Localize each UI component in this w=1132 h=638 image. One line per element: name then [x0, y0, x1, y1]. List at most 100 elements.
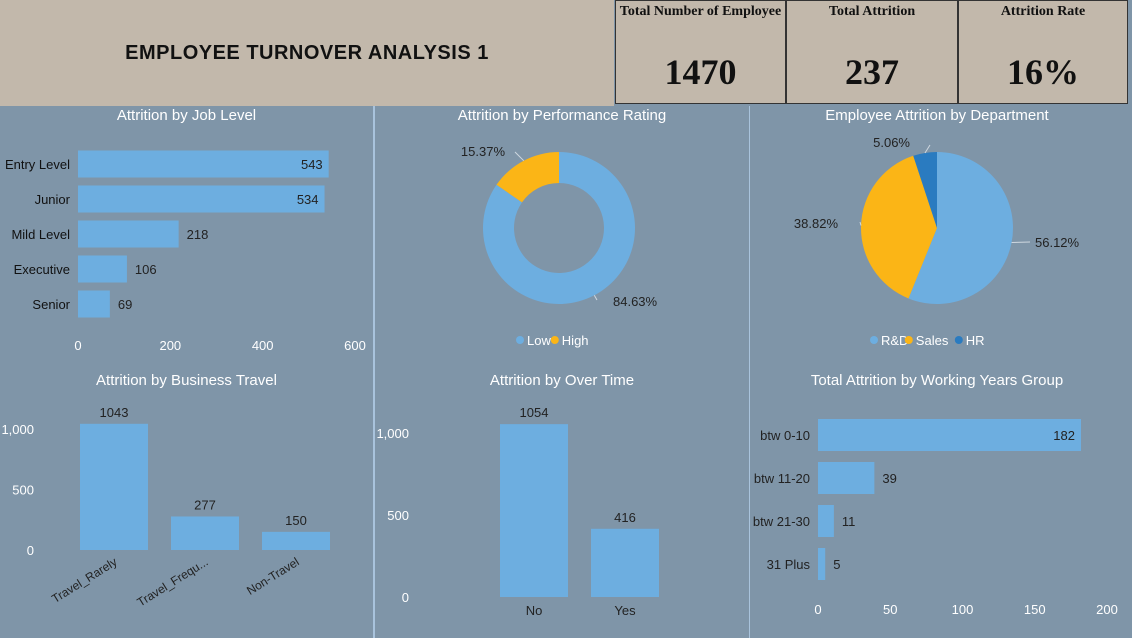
kpi-card-total-attrition: Total Attrition 237	[786, 0, 958, 104]
kpi-value: 1470	[664, 52, 737, 92]
legend-marker	[954, 336, 963, 344]
data-label: 56.12%	[1035, 235, 1080, 250]
chart-title-department: Employee Attrition by Department	[825, 107, 1049, 124]
pie-slice	[908, 152, 1013, 304]
data-label: 534	[297, 192, 319, 207]
category-label: btw 11-20	[754, 471, 810, 486]
performance-donut-chart: 84.63% 15.37% Low High	[461, 144, 658, 348]
chart-title-over-time: Attrition by Over Time	[489, 372, 635, 389]
x-tick-label: 50	[883, 602, 897, 617]
kpi-label: Total Number of Employee	[619, 4, 782, 19]
category-label: Executive	[14, 262, 70, 277]
job-level-bar-chart: Entry Level 543 Junior 534 Mild Level 218 Exec…	[5, 150, 366, 353]
x-tick-label: 100	[952, 602, 974, 617]
bar	[818, 548, 826, 580]
bar	[171, 516, 239, 550]
leader-line	[924, 144, 931, 154]
bar	[500, 424, 568, 597]
data-label: 5	[833, 557, 840, 572]
pie-slice	[483, 152, 635, 304]
pie-slice	[496, 152, 559, 203]
bar	[78, 290, 110, 318]
pie-slice	[913, 152, 937, 228]
y-tick-label: 1,000	[1, 422, 34, 437]
bar	[80, 423, 148, 550]
data-label: 38.82%	[794, 216, 839, 231]
data-label: 106	[135, 262, 157, 277]
bar	[78, 150, 329, 178]
category-label: 31 Plus	[767, 557, 811, 572]
bar	[262, 531, 330, 550]
legend-marker	[870, 336, 878, 344]
bar	[78, 220, 179, 248]
dashboard-title: EMPLOYEE TURNOVER ANALYSIS 1	[125, 41, 489, 64]
x-tick-label: 150	[1024, 602, 1046, 617]
panel-divider	[749, 106, 750, 638]
category-label: btw 0-10	[760, 428, 810, 443]
kpi-card-total-employees: Total Number of Employee 1470	[615, 0, 786, 104]
chart-title-working-years: Total Attrition by Working Years Group	[810, 372, 1064, 389]
data-label: 5.06%	[873, 135, 910, 150]
panel-divider	[373, 106, 375, 638]
bar	[818, 505, 834, 537]
pie-slice	[861, 155, 937, 299]
leader-line	[593, 295, 598, 301]
legend-label: HR	[966, 333, 985, 348]
leader-line	[1011, 241, 1031, 244]
data-label: 277	[194, 497, 216, 512]
bar	[591, 528, 659, 597]
category-label: Non-Travel	[244, 555, 301, 598]
chart-title-business-travel: Attrition by Business Travel	[96, 372, 277, 389]
legend-marker	[516, 336, 524, 344]
legend-label: Sales	[916, 333, 949, 348]
data-label: 150	[285, 513, 307, 528]
chart-title-job-level: Attrition by Job Level	[116, 107, 257, 124]
bar	[818, 419, 1081, 451]
category-label: Yes	[614, 603, 636, 618]
kpi-value: 237	[845, 52, 899, 92]
kpi-label: Total Attrition	[828, 4, 916, 19]
kpi-value: 16%	[1007, 52, 1079, 92]
data-label: 15.37%	[461, 144, 506, 159]
data-label: 1054	[520, 405, 549, 420]
legend-label: R&D	[881, 333, 908, 348]
over-time-bar-chart: 1054 No 416 Yes 0 500 1,000	[376, 405, 659, 618]
x-tick-label: 200	[159, 338, 181, 353]
category-label: Entry Level	[5, 157, 70, 172]
legend-marker	[550, 336, 559, 344]
leader-line	[859, 221, 862, 226]
category-label: Senior	[32, 297, 70, 312]
data-label: 84.63%	[613, 294, 658, 309]
header-banner	[0, 0, 614, 106]
data-label: 1043	[100, 405, 129, 420]
working-years-bar-chart: btw 0-10 182 btw 11-20 39 btw 21-30 11 31 Plus…	[753, 419, 1118, 617]
business-travel-bar-chart: 1043 Travel_Rarely 277 Travel_Frequ... 150 No…	[1, 405, 330, 609]
chart-title-performance: Attrition by Performance Rating	[457, 107, 667, 124]
x-tick-label: 0	[74, 338, 81, 353]
x-tick-label: 600	[344, 338, 366, 353]
kpi-card-attrition-rate: Attrition Rate 16%	[958, 0, 1128, 104]
category-label: No	[526, 603, 543, 618]
legend-label: High	[562, 333, 589, 348]
bar	[78, 185, 325, 213]
x-tick-label: 200	[1096, 602, 1118, 617]
data-label: 39	[882, 471, 896, 486]
legend-marker	[904, 336, 913, 344]
data-label: 543	[301, 157, 323, 172]
category-label: btw 21-30	[753, 514, 810, 529]
y-tick-label: 1,000	[376, 426, 409, 441]
legend-label: Low	[527, 333, 551, 348]
bar	[78, 255, 127, 283]
y-tick-label: 500	[387, 508, 409, 523]
data-label: 416	[614, 510, 636, 525]
category-label: Junior	[35, 192, 71, 207]
bar	[818, 462, 875, 494]
y-tick-label: 0	[402, 590, 409, 605]
x-tick-label: 400	[252, 338, 274, 353]
kpi-label: Attrition Rate	[1000, 4, 1086, 19]
category-label: Mild Level	[11, 227, 70, 242]
data-label: 69	[118, 297, 132, 312]
department-pie-chart: 56.12% 38.82% 5.06% R&D Sales HR	[794, 135, 1080, 348]
leader-line	[514, 151, 525, 162]
data-label: 11	[842, 514, 856, 529]
